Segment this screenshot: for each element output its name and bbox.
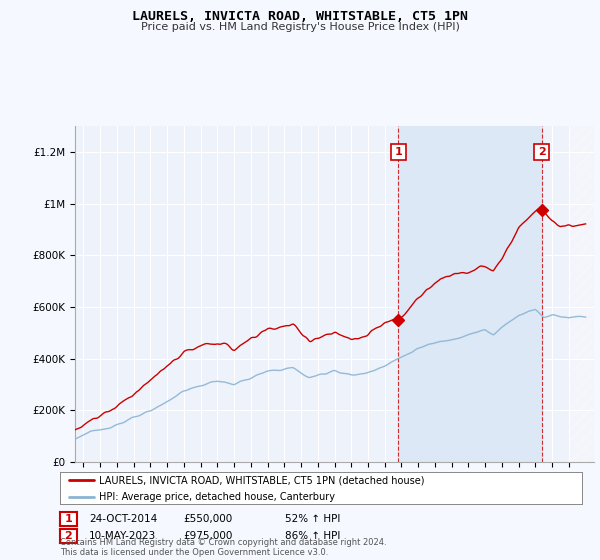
- Text: 24-OCT-2014: 24-OCT-2014: [89, 514, 157, 524]
- Text: 10-MAY-2023: 10-MAY-2023: [89, 531, 156, 541]
- Text: HPI: Average price, detached house, Canterbury: HPI: Average price, detached house, Cant…: [99, 492, 335, 502]
- Bar: [569, 126, 600, 462]
- Text: £975,000: £975,000: [183, 531, 232, 541]
- Text: £550,000: £550,000: [183, 514, 232, 524]
- Text: 52% ↑ HPI: 52% ↑ HPI: [285, 514, 340, 524]
- Text: 86% ↑ HPI: 86% ↑ HPI: [285, 531, 340, 541]
- Text: 2: 2: [65, 531, 72, 541]
- Text: LAURELS, INVICTA ROAD, WHITSTABLE, CT5 1PN (detached house): LAURELS, INVICTA ROAD, WHITSTABLE, CT5 1…: [99, 475, 425, 486]
- Text: 2: 2: [538, 147, 545, 157]
- Bar: [398, 126, 542, 462]
- Text: 1: 1: [65, 514, 72, 524]
- Text: 1: 1: [395, 147, 403, 157]
- Text: Price paid vs. HM Land Registry's House Price Index (HPI): Price paid vs. HM Land Registry's House …: [140, 22, 460, 32]
- Text: Contains HM Land Registry data © Crown copyright and database right 2024.
This d: Contains HM Land Registry data © Crown c…: [60, 538, 386, 557]
- Text: LAURELS, INVICTA ROAD, WHITSTABLE, CT5 1PN: LAURELS, INVICTA ROAD, WHITSTABLE, CT5 1…: [132, 10, 468, 23]
